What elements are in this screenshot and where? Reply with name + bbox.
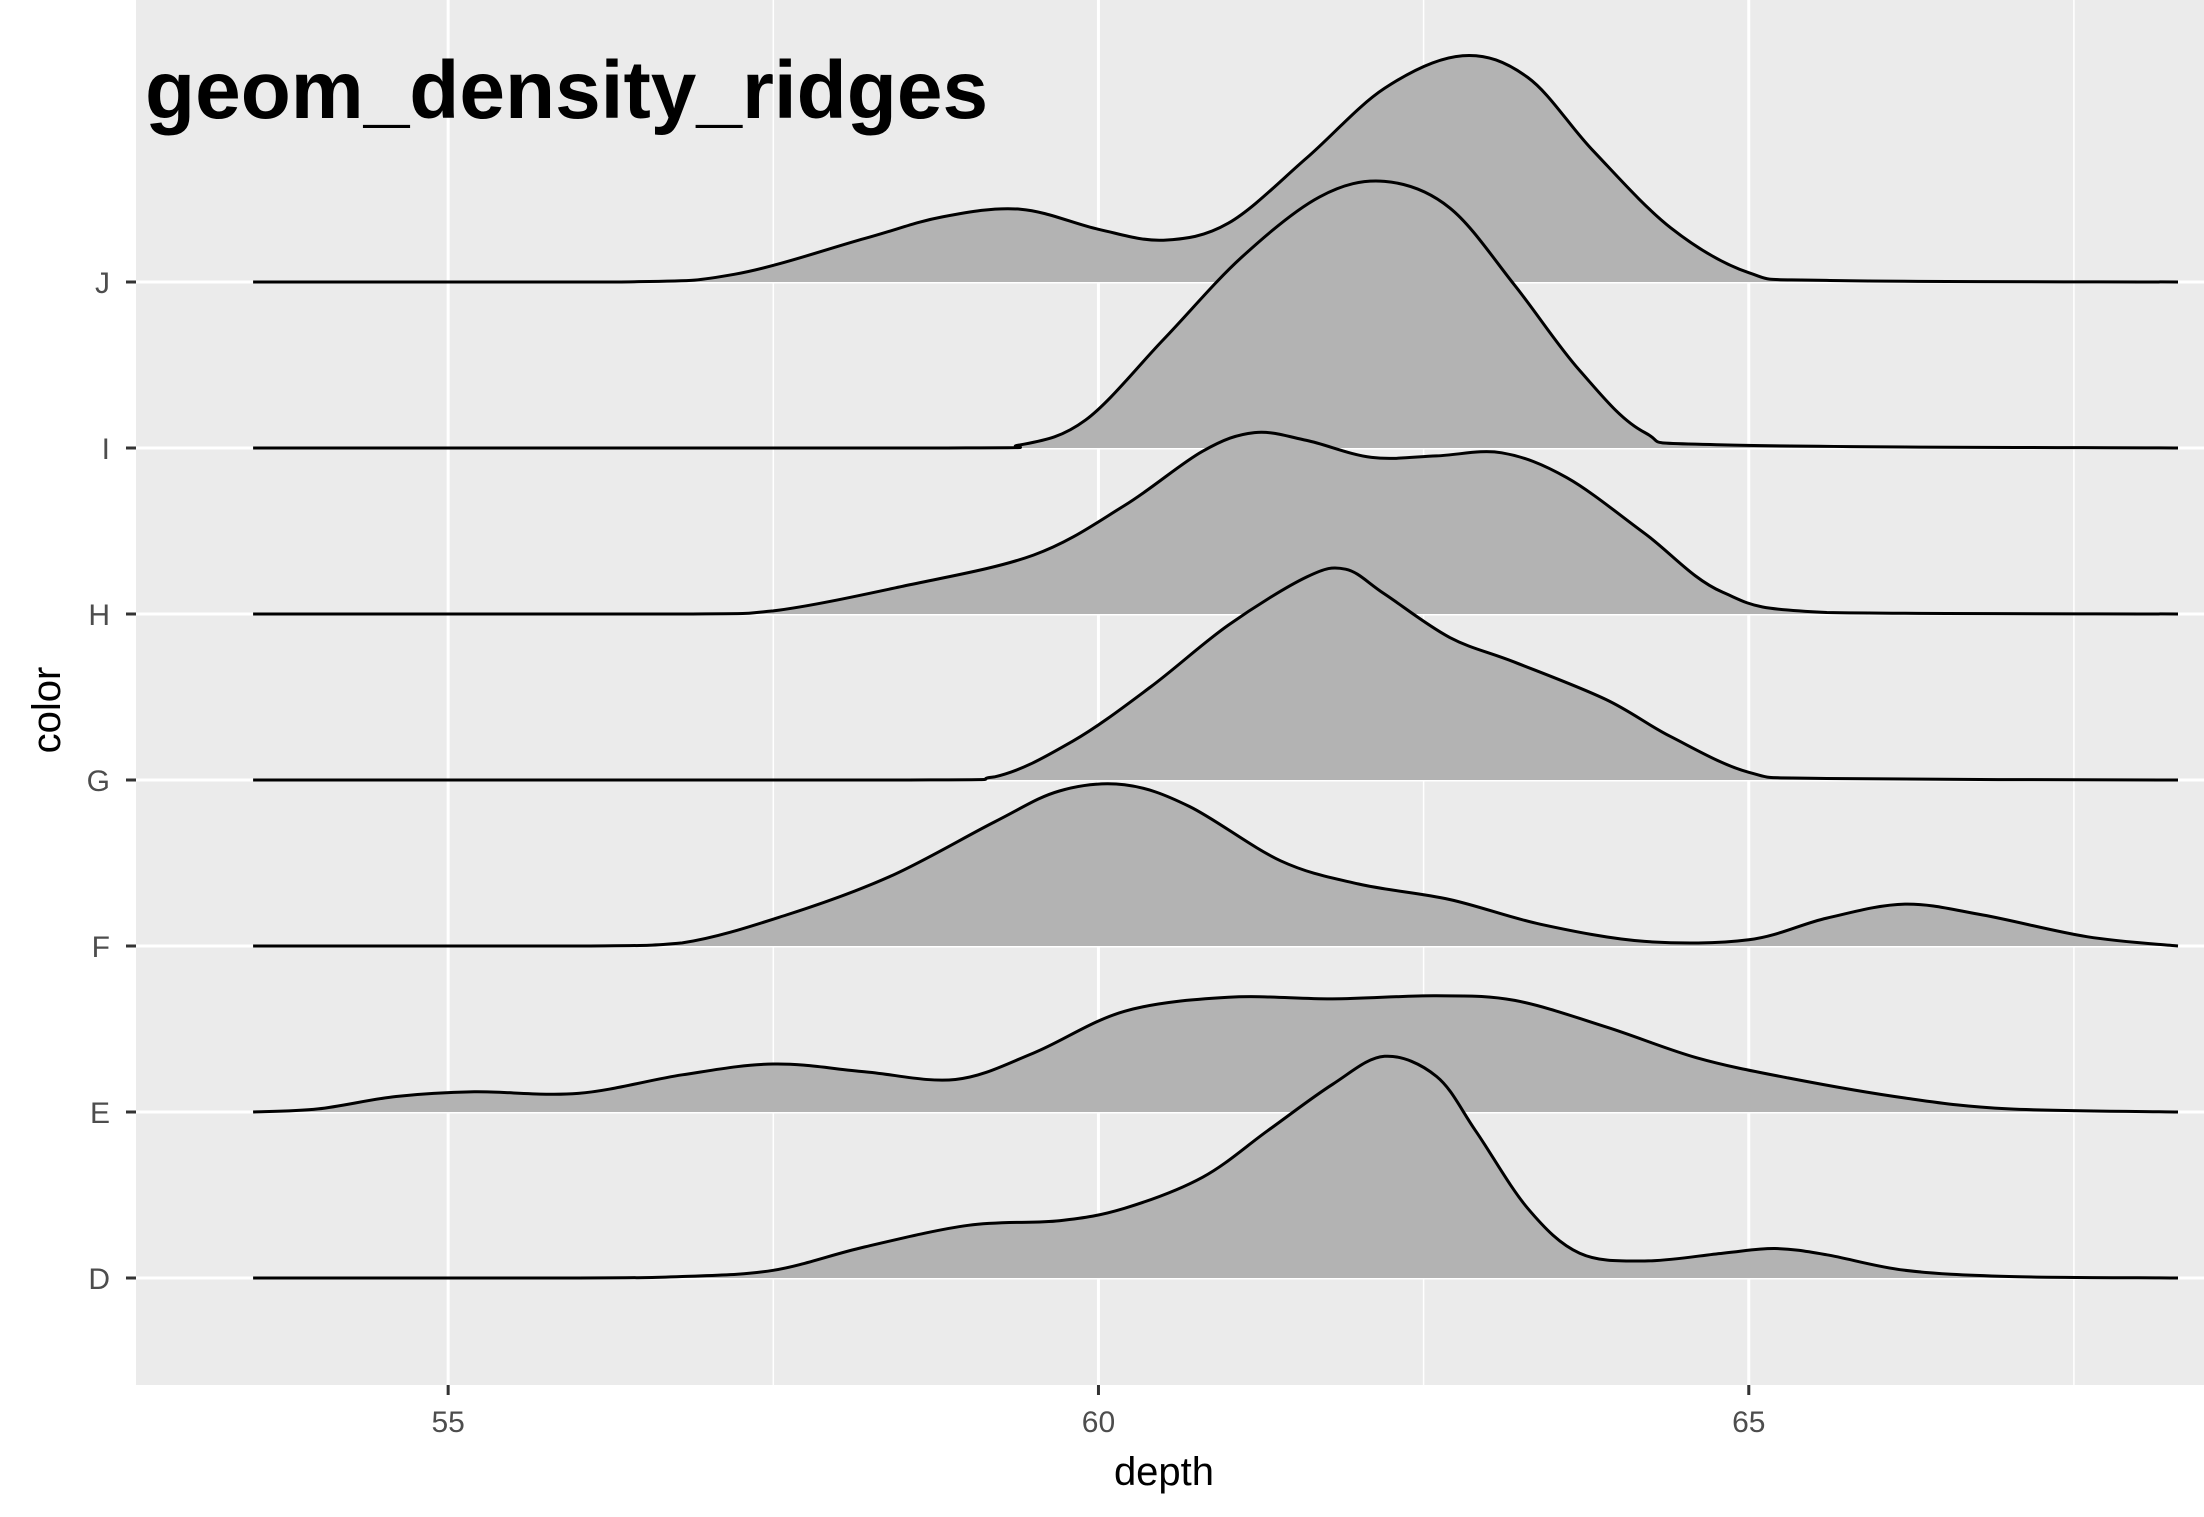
ridge-D bbox=[253, 1054, 2179, 1280]
y-tick-label-F: F bbox=[92, 931, 110, 964]
ridge-fill-G bbox=[253, 567, 2179, 780]
y-axis-title: color bbox=[25, 667, 69, 754]
ridge-line-F bbox=[253, 782, 2179, 948]
y-tick-label-G: G bbox=[87, 765, 110, 798]
ridge-F bbox=[253, 782, 2179, 948]
ridge-fill-F bbox=[253, 783, 2179, 946]
x-tick-label-55: 55 bbox=[431, 1406, 464, 1439]
ridge-I bbox=[253, 179, 2179, 450]
y-axis-ticks: D E F G H I J bbox=[87, 267, 136, 1296]
ridge-line-E bbox=[253, 994, 2179, 1114]
ridge-E bbox=[253, 994, 2179, 1114]
ridge-G bbox=[253, 566, 2179, 782]
y-tick-label-J: J bbox=[95, 267, 110, 300]
chart-title: geom_density_ridges bbox=[145, 45, 988, 136]
ridges bbox=[253, 53, 2179, 1280]
ridge-line-G bbox=[253, 566, 2179, 782]
x-tick-label-65: 65 bbox=[1732, 1406, 1765, 1439]
ridge-fill-J bbox=[253, 55, 2179, 282]
ridge-fill-D bbox=[253, 1056, 2179, 1278]
ridge-H bbox=[253, 430, 2179, 616]
ridge-line-I bbox=[253, 179, 2179, 450]
ridge-J bbox=[253, 53, 2179, 284]
y-tick-label-D: D bbox=[88, 1263, 110, 1296]
ridge-line-D bbox=[253, 1054, 2179, 1280]
x-tick-label-60: 60 bbox=[1082, 1406, 1115, 1439]
y-tick-label-H: H bbox=[88, 599, 110, 632]
ridge-line-H bbox=[253, 430, 2179, 616]
ridge-fill-H bbox=[253, 432, 2179, 614]
ridge-fill-E bbox=[253, 995, 2179, 1112]
ridge-line-J bbox=[253, 53, 2179, 284]
x-axis-ticks: 55 60 65 bbox=[431, 1385, 1765, 1439]
x-axis-title: depth bbox=[1114, 1450, 1214, 1494]
y-tick-label-E: E bbox=[90, 1097, 110, 1130]
ridge-fill-I bbox=[253, 181, 2179, 448]
y-tick-label-I: I bbox=[102, 433, 110, 466]
